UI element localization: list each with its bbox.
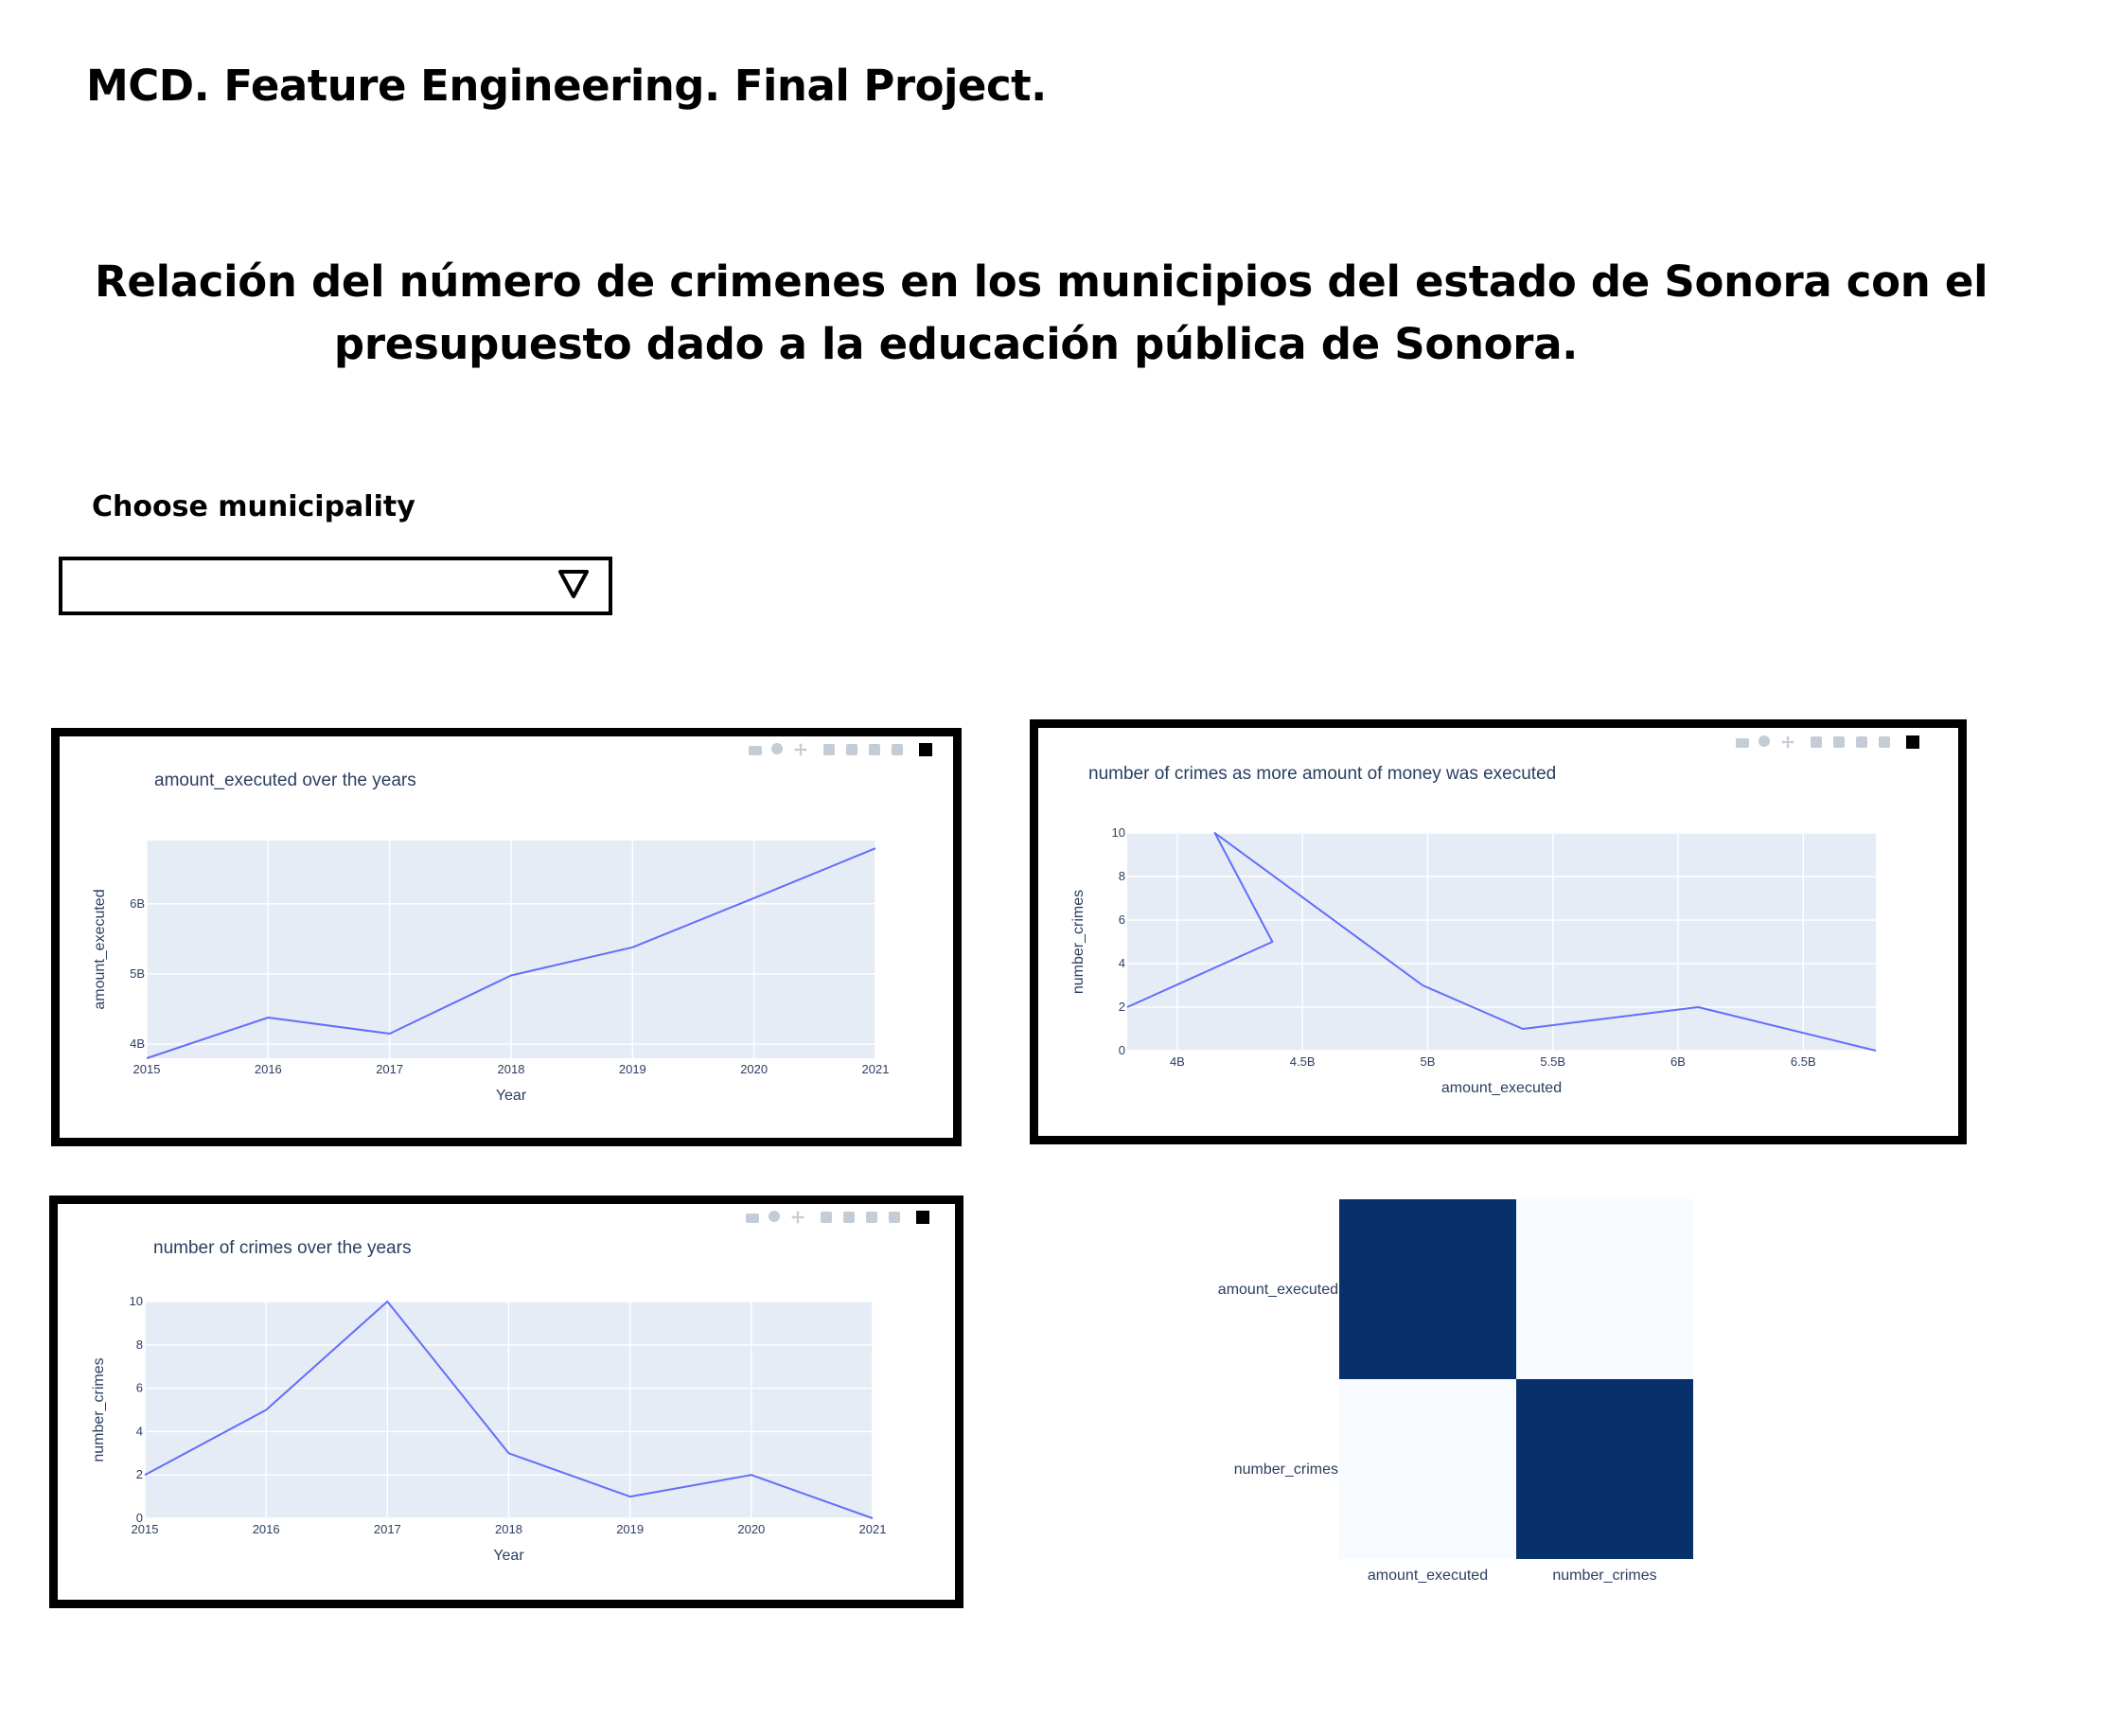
autoscale-icon[interactable]: [866, 1212, 877, 1223]
pan-icon[interactable]: [1781, 735, 1794, 749]
chart-title: amount_executed over the years: [154, 771, 416, 790]
y-tick-label: 6: [136, 1381, 143, 1395]
heatmap-y-label: number_crimes: [1234, 1461, 1338, 1478]
zoom-in-icon[interactable]: [823, 744, 835, 755]
y-tick-label: 10: [1112, 825, 1125, 840]
modebar: [1736, 735, 1919, 749]
series-line[interactable]: [146, 847, 876, 1059]
correlation-heatmap[interactable]: amount_executed number_crimes amount_execu…: [1174, 1188, 1741, 1604]
zoom-out-icon[interactable]: [843, 1212, 855, 1223]
x-tick-label: 2016: [255, 1062, 282, 1076]
y-axis-label: amount_executed: [92, 889, 108, 1009]
x-tick-label: 2020: [737, 1522, 765, 1536]
plotly-logo-icon[interactable]: [919, 743, 932, 756]
x-axis-label: Year: [496, 1088, 527, 1104]
y-tick-label: 2: [136, 1467, 143, 1481]
page-heading-line-1: Relación del número de crimenes en los m…: [95, 257, 1988, 307]
y-tick-label: 4: [136, 1424, 143, 1438]
x-tick-label: 5B: [1421, 1054, 1436, 1069]
chart-title: number of crimes over the years: [153, 1238, 411, 1258]
y-tick-label: 0: [136, 1511, 143, 1525]
heatmap-y-label: amount_executed: [1218, 1282, 1338, 1298]
zoom-out-icon[interactable]: [846, 744, 857, 755]
x-tick-label: 4B: [1170, 1054, 1185, 1069]
camera-icon[interactable]: [746, 1213, 759, 1223]
modebar: [749, 743, 932, 756]
heatmap-cell[interactable]: [1339, 1379, 1516, 1559]
plotly-logo-icon[interactable]: [1906, 735, 1919, 749]
amount-executed-plot[interactable]: amount_executed over the years 2015 2016 20…: [60, 736, 953, 1138]
y-tick-label: 8: [136, 1337, 143, 1352]
y-tick-label: 5B: [130, 966, 145, 981]
x-tick-label: 2019: [616, 1522, 644, 1536]
x-tick-label: 2015: [132, 1522, 159, 1536]
x-tick-label: 6B: [1670, 1054, 1686, 1069]
camera-icon[interactable]: [749, 746, 762, 755]
series-line[interactable]: [1126, 832, 1877, 1052]
chart-title: number of crimes as more amount of money…: [1088, 764, 1556, 784]
camera-icon[interactable]: [1736, 738, 1749, 748]
amount-executed-chart[interactable]: amount_executed over the years 2015 2016 20…: [51, 728, 962, 1146]
page-heading: Relación del número de crimenes en los m…: [95, 251, 1988, 376]
x-tick-label: 2021: [862, 1062, 890, 1076]
reset-axes-icon[interactable]: [1879, 736, 1890, 748]
reset-axes-icon[interactable]: [892, 744, 903, 755]
y-tick-label: 8: [1119, 869, 1125, 883]
crimes-over-years-plot[interactable]: number of crimes over the years 2015 2016 2…: [58, 1204, 955, 1600]
y-tick-label: 6: [1119, 912, 1125, 927]
series-line[interactable]: [144, 1301, 874, 1519]
x-tick-label: 6.5B: [1791, 1054, 1816, 1069]
x-tick-label: 2019: [619, 1062, 646, 1076]
zoom-out-icon[interactable]: [1833, 736, 1845, 748]
crimes-vs-amount-plot[interactable]: number of crimes as more amount of money…: [1038, 728, 1958, 1136]
zoom-in-icon[interactable]: [821, 1212, 832, 1223]
heatmap-x-label: amount_executed: [1368, 1568, 1488, 1584]
zoom-in-icon[interactable]: [1811, 736, 1822, 748]
plotly-logo-icon[interactable]: [916, 1211, 929, 1224]
y-tick-label: 4: [1119, 956, 1125, 970]
pan-icon[interactable]: [791, 1211, 804, 1224]
x-axis-label: Year: [493, 1548, 524, 1564]
autoscale-icon[interactable]: [869, 744, 880, 755]
modebar: [746, 1211, 929, 1224]
zoom-icon[interactable]: [769, 1211, 780, 1222]
autoscale-icon[interactable]: [1856, 736, 1867, 748]
page-heading-line-2: presupuesto dado a la educación pública …: [333, 319, 1579, 369]
x-tick-label: 2018: [498, 1062, 525, 1076]
heatmap-cell[interactable]: [1339, 1199, 1516, 1379]
x-tick-label: 2016: [253, 1522, 280, 1536]
y-tick-label: 6B: [130, 896, 145, 911]
reset-axes-icon[interactable]: [889, 1212, 900, 1223]
heatmap-cell[interactable]: [1516, 1199, 1693, 1379]
pan-icon[interactable]: [794, 743, 807, 756]
y-tick-label: 4B: [130, 1036, 145, 1051]
municipality-label: Choose municipality: [92, 490, 415, 523]
heatmap-cell[interactable]: [1516, 1379, 1693, 1559]
dropdown-arrow-icon[interactable]: [557, 568, 590, 600]
y-axis-label: number_crimes: [1070, 890, 1087, 994]
app-title: MCD. Feature Engineering. Final Project.: [86, 61, 1047, 111]
zoom-icon[interactable]: [1758, 735, 1770, 747]
zoom-icon[interactable]: [771, 743, 783, 754]
crimes-vs-amount-chart[interactable]: number of crimes as more amount of money…: [1030, 719, 1967, 1144]
plot-area[interactable]: [1127, 833, 1876, 1051]
x-tick-label: 2017: [374, 1522, 401, 1536]
x-tick-label: 4.5B: [1290, 1054, 1316, 1069]
x-tick-label: 2015: [133, 1062, 161, 1076]
crimes-over-years-chart[interactable]: number of crimes over the years 2015 2016 2…: [49, 1196, 963, 1608]
x-tick-label: 2017: [376, 1062, 403, 1076]
x-tick-label: 2018: [495, 1522, 522, 1536]
x-axis-label: amount_executed: [1441, 1080, 1562, 1096]
heatmap-x-label: number_crimes: [1552, 1568, 1656, 1584]
y-tick-label: 10: [130, 1294, 143, 1308]
y-tick-label: 2: [1119, 1000, 1125, 1014]
municipality-dropdown[interactable]: [59, 557, 612, 615]
y-axis-label: number_crimes: [91, 1357, 107, 1461]
x-tick-label: 2020: [740, 1062, 768, 1076]
y-tick-label: 0: [1119, 1043, 1125, 1057]
x-tick-label: 2021: [859, 1522, 887, 1536]
x-tick-label: 5.5B: [1540, 1054, 1565, 1069]
